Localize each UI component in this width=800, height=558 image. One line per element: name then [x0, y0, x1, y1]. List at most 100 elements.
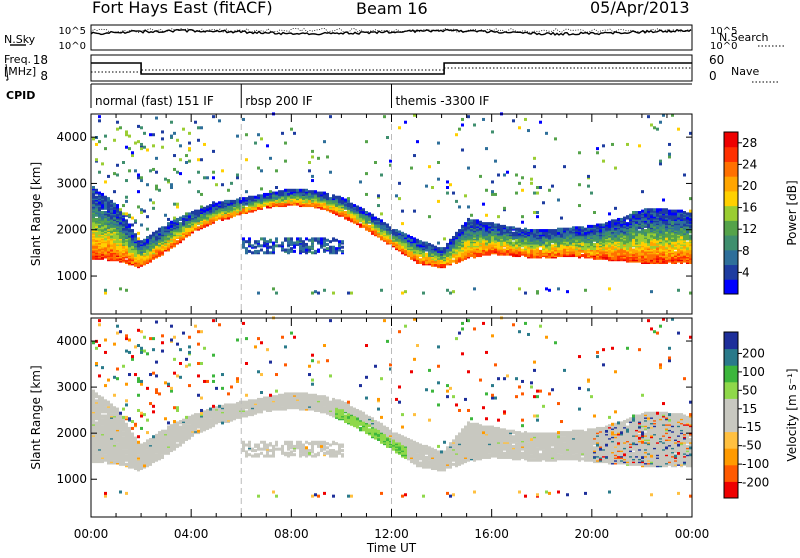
- power-cell: [320, 244, 323, 248]
- power-cell: [425, 184, 428, 188]
- power-cell: [404, 290, 407, 294]
- power-cell: [632, 215, 635, 219]
- power-cell: [464, 255, 467, 259]
- power-cell: [353, 204, 356, 208]
- power-cell: [152, 133, 155, 137]
- power-cell: [143, 261, 146, 264]
- velocity-cell: [128, 373, 131, 377]
- power-cell: [662, 226, 665, 230]
- power-cell: [305, 237, 308, 241]
- power-cell: [161, 130, 164, 134]
- power-cell: [401, 242, 404, 246]
- power-cell: [179, 172, 182, 176]
- power-cell: [161, 137, 164, 141]
- power-cell: [515, 238, 518, 242]
- power-cell: [287, 248, 290, 252]
- power-cell: [347, 202, 350, 206]
- power-cell: [461, 224, 464, 228]
- power-cell: [329, 170, 332, 174]
- power-cell: [671, 238, 674, 242]
- power-cell: [662, 208, 665, 212]
- power-cell: [155, 156, 158, 160]
- power-cell: [404, 120, 407, 124]
- power-cell: [170, 183, 173, 187]
- power-cell: [626, 247, 629, 251]
- velocity-cell: [125, 403, 128, 407]
- power-cell: [545, 287, 548, 291]
- power-cell: [662, 198, 665, 202]
- power-cell: [464, 194, 467, 198]
- power-cell: [461, 237, 464, 241]
- power-cell: [647, 208, 650, 212]
- velocity-cell: [122, 415, 125, 419]
- power-cell: [668, 215, 671, 219]
- power-cell: [494, 192, 497, 196]
- power-cell: [113, 190, 116, 194]
- velocity-cell: [95, 453, 98, 457]
- power-cell: [452, 248, 455, 252]
- power-cell: [431, 186, 434, 189]
- power-cell: [176, 202, 179, 206]
- power-cell: [287, 237, 290, 241]
- power-cell: [314, 249, 317, 253]
- power-cell: [281, 131, 284, 135]
- power-cell: [602, 223, 605, 227]
- power-cell: [683, 211, 686, 214]
- power-cell: [311, 190, 314, 194]
- power-cell: [575, 226, 578, 230]
- power-cell: [254, 249, 257, 253]
- power-cell: [578, 226, 581, 230]
- power-cell: [332, 194, 335, 198]
- power-cell: [374, 161, 377, 164]
- power-cell: [494, 223, 497, 227]
- power-cell: [650, 237, 653, 241]
- power-cell: [143, 209, 146, 213]
- velocity-cell: [125, 449, 128, 453]
- velocity-cell: [131, 435, 134, 439]
- power-cell: [266, 144, 269, 148]
- power-cell: [254, 245, 257, 249]
- power-cell: [98, 231, 101, 235]
- power-cell: [128, 223, 131, 227]
- power-cell: [359, 223, 362, 227]
- power-cell: [209, 206, 212, 210]
- power-cell: [383, 115, 386, 119]
- power-cell: [431, 244, 434, 248]
- power-cell: [479, 174, 482, 178]
- power-cell: [179, 144, 182, 148]
- power-cell: [509, 238, 512, 242]
- power-cell: [635, 211, 638, 214]
- power-cell: [134, 141, 137, 145]
- power-cell: [446, 288, 449, 292]
- power-cell: [344, 198, 347, 202]
- power-cell: [323, 237, 326, 241]
- velocity-cell: [134, 345, 137, 349]
- power-cell: [293, 245, 296, 249]
- power-cell: [245, 247, 248, 251]
- velocity-cell: [125, 491, 128, 495]
- power-cell: [605, 256, 608, 260]
- power-cell: [668, 142, 671, 146]
- power-cell: [305, 188, 308, 192]
- power-cell: [503, 224, 506, 228]
- power-cell: [140, 179, 143, 183]
- power-cell: [359, 180, 362, 184]
- power-cell: [299, 245, 302, 249]
- velocity-cell: [125, 349, 128, 353]
- velocity-cell: [125, 454, 128, 458]
- power-cell: [662, 241, 665, 245]
- power-cell: [302, 188, 305, 192]
- power-cell: [629, 244, 632, 248]
- power-cell: [140, 208, 143, 212]
- power-cell: [356, 219, 359, 223]
- power-cell: [290, 242, 293, 246]
- power-cell: [110, 209, 113, 213]
- power-cell: [218, 119, 221, 123]
- power-cell: [467, 166, 470, 170]
- power-cell: [257, 240, 260, 244]
- power-cell: [263, 237, 266, 241]
- power-cell: [95, 223, 98, 227]
- power-cell: [425, 252, 428, 256]
- power-cell: [497, 252, 500, 256]
- power-cell: [140, 147, 143, 151]
